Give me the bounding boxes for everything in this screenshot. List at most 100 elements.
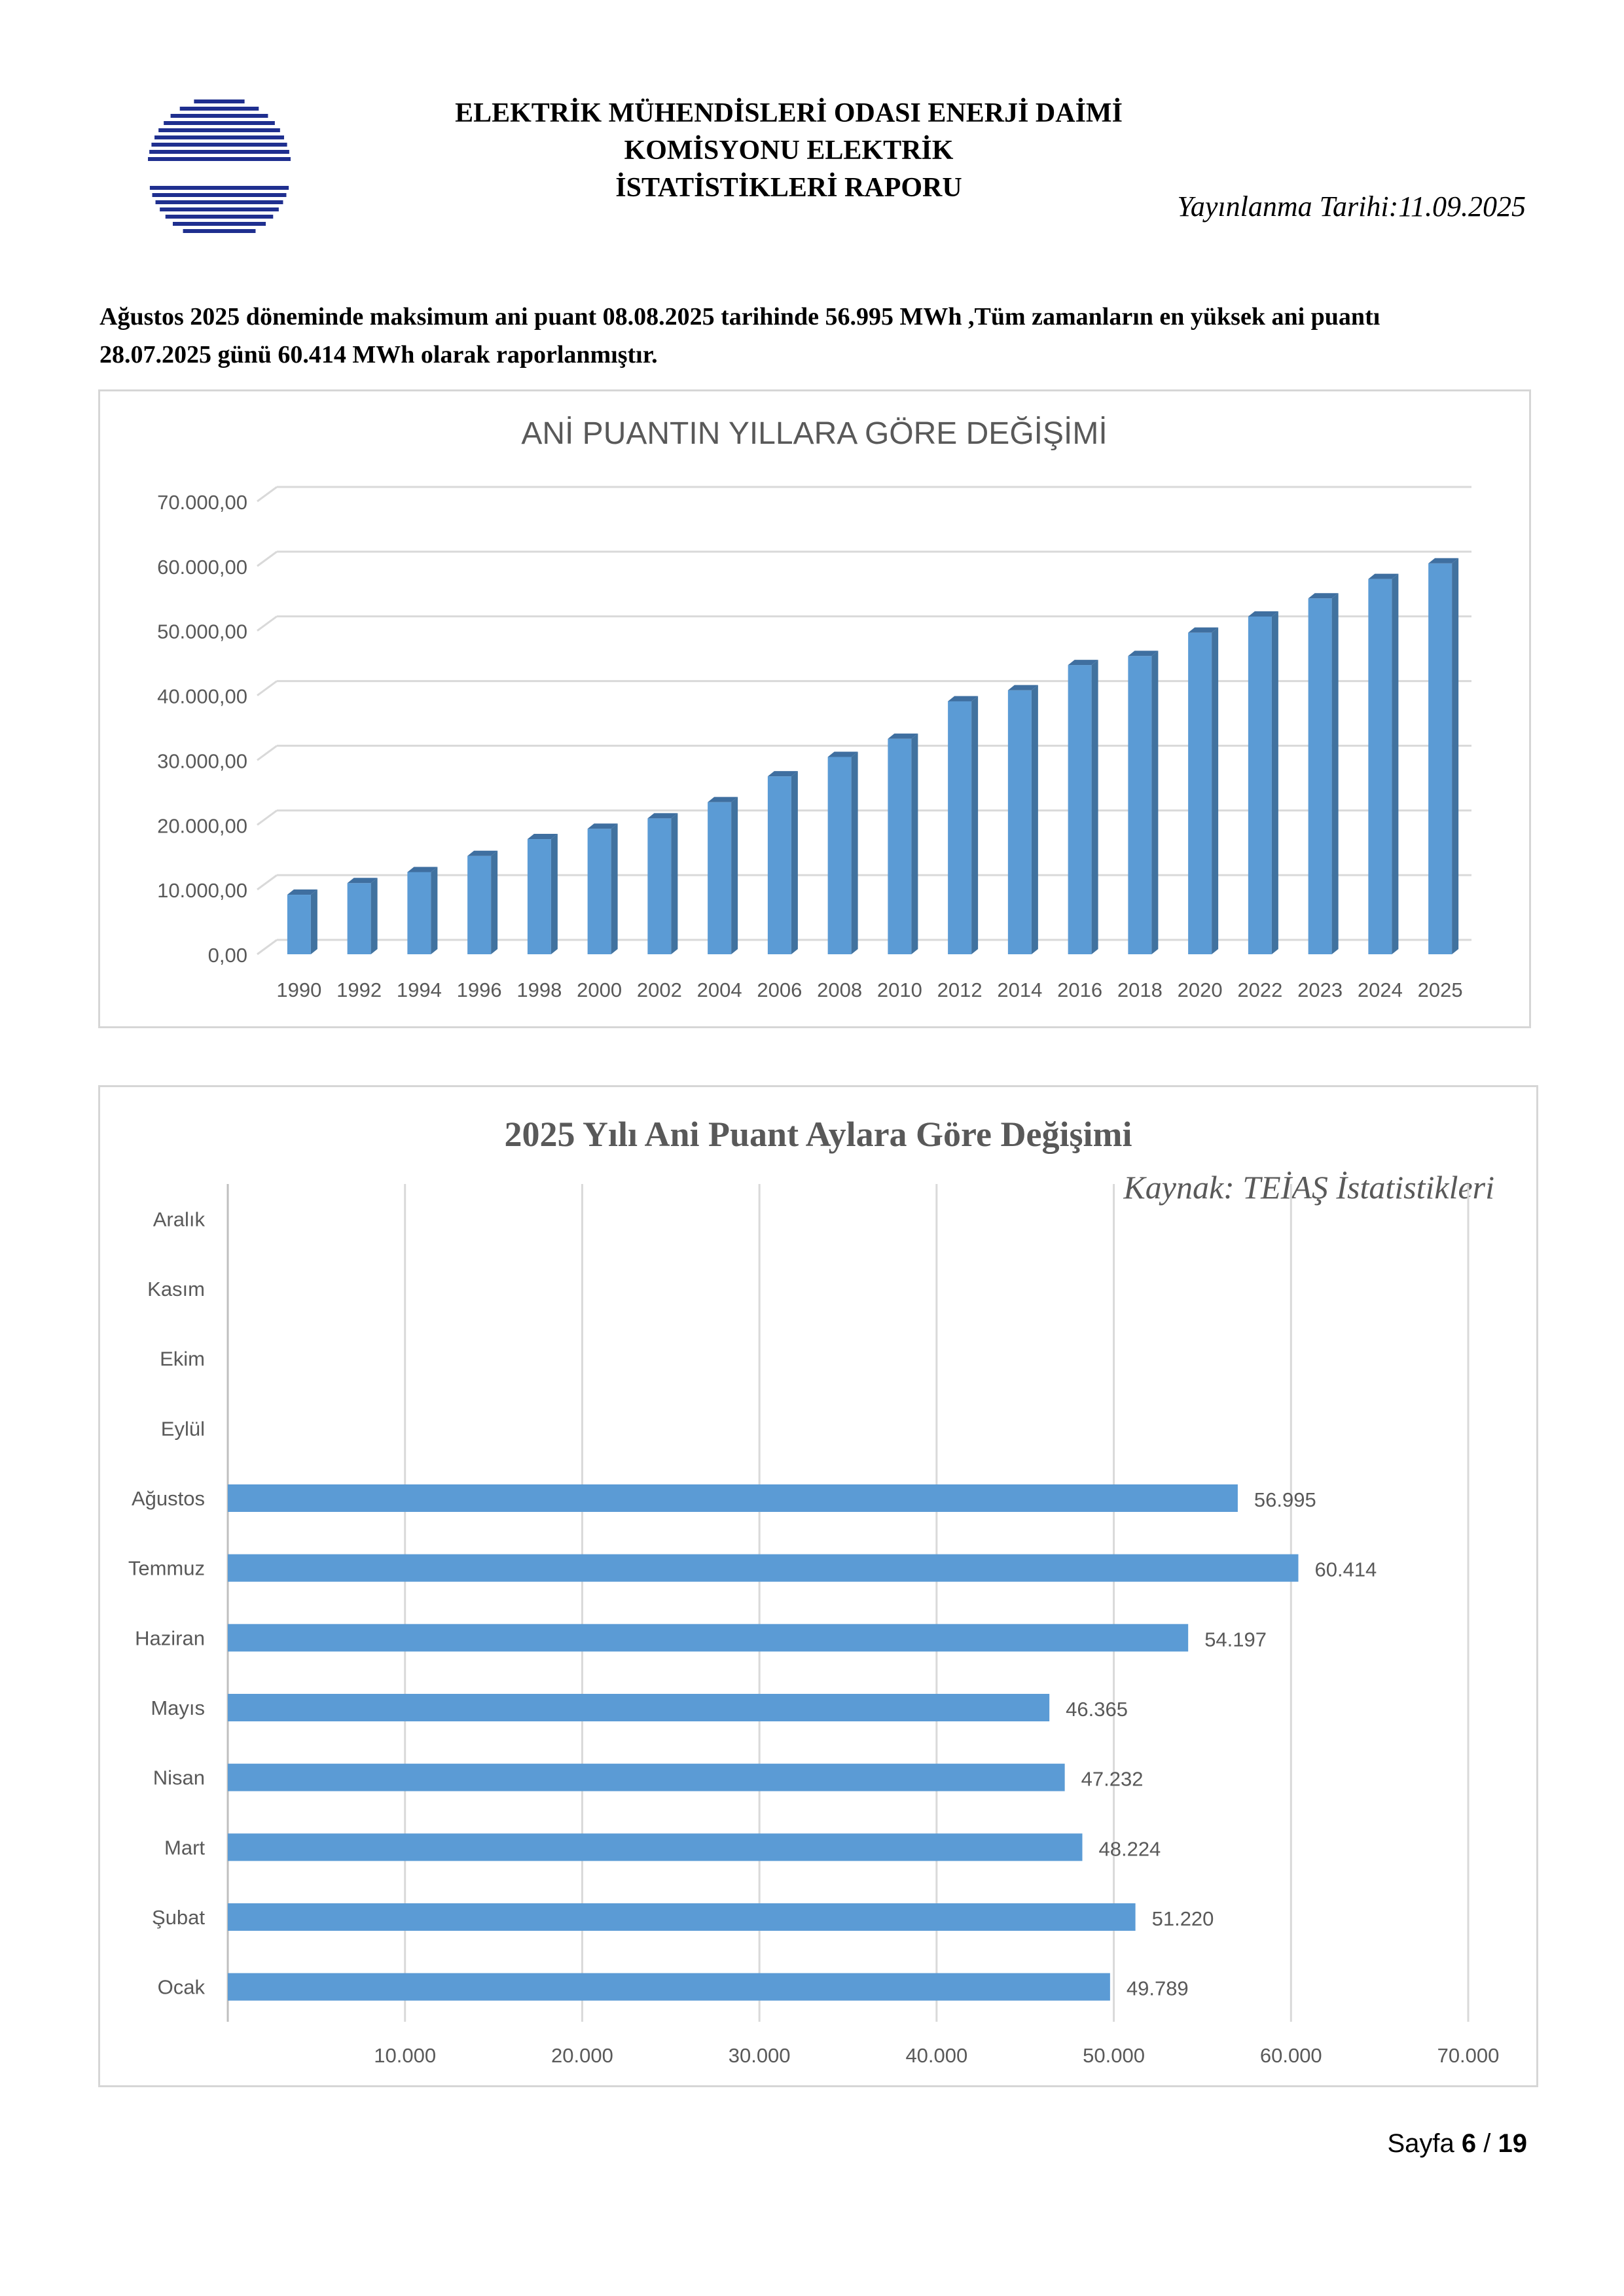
chart2-source-note: Kaynak: TEİAŞ İstatistikleri [1123,1169,1494,1206]
chart1-bar-top [1308,593,1339,599]
chart1-bar-side [671,813,678,954]
monthly-peak-chart: 2025 Yılı Ani Puant Aylara Göre Değişimi… [98,1085,1538,2087]
chart1-bar [948,701,972,954]
chart1-bar [1068,665,1092,954]
logo-stripe [172,222,266,226]
chart2-title: 2025 Yılı Ani Puant Aylara Göre Değişimi [504,1115,1132,1154]
chart2-data-label: 56.995 [1254,1488,1316,1511]
chart2-xtick-label: 60.000 [1260,2044,1322,2067]
chart1-xtick-label: 2024 [1358,978,1403,1001]
chart2-xtick-label: 40.000 [905,2044,967,2067]
chart2-data-label: 54.197 [1204,1628,1267,1651]
chart1-bar [647,818,672,954]
chart1-bar-top [1188,627,1219,633]
chart1-bar [1128,656,1152,954]
logo-stripe [149,186,289,190]
chart1-bar-side [550,834,558,954]
chart1-xtick-label: 2012 [937,978,983,1001]
chart1-bar-side [791,771,798,954]
publication-date-label: Yayınlanma Tarihi: [1177,190,1399,223]
chart2-data-label: 47.232 [1081,1768,1144,1791]
chart1-bar-side [971,696,979,954]
logo-stripe [160,207,279,211]
chart2-bar [228,1484,1238,1512]
logo-stripe [148,157,291,161]
chart1-bar-side [1392,573,1399,954]
chart1-ytick-label: 10.000,00 [157,879,247,902]
chart1-bar-top [1428,558,1459,564]
chart2-bar [228,1554,1299,1582]
chart1-bar-top [647,813,678,819]
chart1-bar-side [731,797,738,954]
intro-paragraph: Ağustos 2025 döneminde maksimum ani puan… [99,298,1526,374]
chart2-bar [228,1763,1065,1791]
chart1-ytick-label: 0,00 [208,944,247,967]
chart2-bar [228,1833,1083,1861]
chart2-category-label: Şubat [152,1906,205,1929]
chart1-bar [1007,690,1032,954]
chart2-category-label: Ağustos [132,1487,205,1510]
chart1-bar-side [370,878,378,954]
chart1-xtick-label: 2014 [997,978,1042,1001]
chart2-data-label: 51.220 [1152,1907,1214,1930]
chart1-xtick-label: 1996 [457,978,502,1001]
chart1-bar [1368,579,1392,954]
chart2-data-label: 46.365 [1066,1698,1128,1721]
chart1-gridline-edge [257,939,278,956]
chart1-xtick-label: 2022 [1237,978,1282,1001]
chart1-bar-top [527,834,558,840]
chart1-bar-side [1452,558,1459,954]
chart1-bar-top [827,751,858,757]
chart1-gridline-edge [257,745,278,761]
chart1-bar-side [1331,593,1339,954]
chart1-bar-side [431,867,438,954]
logo-stripe [165,215,274,219]
chart1-bar-side [611,823,618,954]
chart1-bar [347,883,371,954]
chart2-data-label: 49.789 [1127,1977,1189,2000]
chart1-bar-top [888,733,918,739]
chart2-xtick-label: 10.000 [374,2044,436,2067]
chart2-category-label: Mart [164,1836,205,1859]
chart1-xtick-label: 1990 [276,978,321,1001]
chart1-bar-side [1031,685,1038,954]
logo-stripe [151,143,287,147]
page-total: 19 [1498,2129,1528,2158]
chart1-gridline-edge [257,486,278,503]
chart2-category-label: Ocak [158,1976,206,1999]
chart1-bar-side [1271,611,1278,954]
chart1-bar-side [1151,651,1159,954]
chart1-ytick-label: 70.000,00 [157,491,247,514]
logo-stripe [194,99,245,103]
chart1-bar-top [1068,660,1098,666]
chart1-bar [587,829,611,954]
chart1-bar-top [1007,685,1038,691]
chart2-data-label: 48.224 [1098,1837,1161,1860]
chart1-xtick-label: 2006 [757,978,802,1001]
chart1-bar-top [1368,573,1399,579]
chart1-bar-top [708,797,738,802]
chart1-xtick-label: 1998 [516,978,562,1001]
chart1-bar [888,738,912,954]
chart1-bar-side [1091,660,1098,954]
logo-stripe [183,229,256,233]
chart1-xtick-label: 2008 [817,978,862,1001]
chart1-xtick-label: 1994 [397,978,442,1001]
chart2-category-label: Kasım [147,1278,205,1300]
monthly-peak-chart-svg: 2025 Yılı Ani Puant Aylara Göre Değişimi… [128,1115,1500,2067]
chart2-category-label: Aralık [153,1208,206,1230]
emo-logo [144,92,301,242]
chart1-xtick-label: 1992 [336,978,382,1001]
chart1-xtick-label: 2023 [1297,978,1343,1001]
logo-stripe [179,107,259,111]
chart1-ytick-label: 40.000,00 [157,685,247,708]
chart1-xtick-label: 2004 [697,978,742,1001]
chart1-xtick-label: 2018 [1117,978,1163,1001]
chart1-bar [1428,563,1453,954]
report-title: ELEKTRİK MÜHENDİSLERİ ODASI ENERJİ DAİMİ… [367,95,1211,207]
chart1-bar [708,802,732,954]
chart2-data-label: 60.414 [1314,1558,1377,1581]
chart1-ytick-label: 20.000,00 [157,814,247,837]
chart2-xtick-label: 20.000 [551,2044,613,2067]
chart1-bar [287,895,311,954]
